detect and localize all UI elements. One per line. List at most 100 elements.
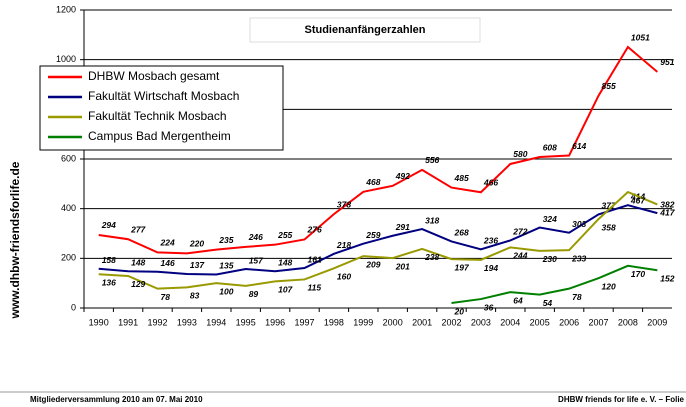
data-label: 230	[542, 254, 557, 264]
x-tick-label: 2003	[471, 317, 491, 327]
y-tick-label: 200	[61, 253, 76, 263]
data-label: 218	[336, 240, 351, 250]
x-tick-label: 2008	[618, 317, 638, 327]
data-label: 485	[454, 173, 469, 183]
x-tick-label: 1992	[147, 317, 167, 327]
data-label: 36	[484, 302, 494, 312]
x-tick-label: 2002	[441, 317, 461, 327]
data-label: 136	[102, 277, 116, 287]
y-tick-label: 400	[61, 203, 76, 213]
data-label: 268	[454, 228, 469, 238]
x-tick-label: 1995	[236, 317, 256, 327]
data-label: 107	[278, 285, 293, 295]
data-label: 220	[189, 239, 204, 249]
data-label: 120	[602, 281, 616, 291]
data-label: 83	[190, 291, 200, 301]
y-tick-label: 1200	[56, 4, 76, 14]
x-tick-label: 2009	[647, 317, 667, 327]
legend-label: Fakultät Technik Mosbach	[88, 109, 227, 123]
data-label: 244	[512, 251, 527, 261]
data-label: 161	[308, 254, 322, 264]
data-label: 64	[513, 295, 523, 305]
data-label: 492	[395, 171, 410, 181]
data-label: 272	[512, 227, 527, 237]
data-label: 580	[513, 149, 527, 159]
data-label: 417	[659, 208, 675, 218]
data-label: 358	[602, 222, 616, 232]
data-label: 382	[660, 199, 674, 209]
series-line	[451, 264, 658, 305]
data-label: 291	[395, 222, 410, 232]
data-label: 236	[483, 236, 498, 246]
data-label: 468	[365, 177, 380, 187]
data-label: 318	[425, 215, 439, 225]
data-label: 197	[455, 262, 470, 272]
data-label: 158	[102, 255, 116, 265]
data-label: 20	[454, 306, 465, 316]
data-label: 608	[543, 142, 557, 152]
x-tick-label: 1998	[324, 317, 344, 327]
data-label: 152	[660, 274, 674, 284]
x-tick-label: 2004	[500, 317, 520, 327]
data-label: 614	[572, 141, 586, 151]
data-label: 1051	[631, 32, 650, 42]
data-label: 233	[571, 253, 586, 263]
footer-right: DHBW friends for life e. V. – Folie	[558, 395, 685, 404]
x-tick-label: 1994	[206, 317, 226, 327]
data-label: 201	[395, 261, 410, 271]
chart-title: Studienanfängerzahlen	[304, 24, 425, 36]
data-label: 377	[602, 201, 617, 211]
legend-label: Campus Bad Mergentheim	[88, 129, 231, 143]
data-label: 146	[161, 258, 175, 268]
y-tick-label: 600	[61, 153, 76, 163]
data-label: 246	[248, 232, 263, 242]
data-label: 855	[602, 81, 616, 91]
data-label: 951	[660, 57, 674, 67]
x-tick-label: 2007	[588, 317, 608, 327]
data-label: 466	[483, 178, 498, 188]
x-tick-label: 1990	[89, 317, 109, 327]
data-label: 378	[337, 199, 351, 209]
data-label: 129	[131, 279, 145, 289]
data-label: 78	[572, 292, 582, 302]
data-label: 324	[543, 214, 557, 224]
data-label: 276	[307, 225, 322, 235]
data-label: 238	[424, 252, 439, 262]
legend-label: Fakultät Wirtschaft Mosbach	[88, 89, 239, 103]
data-label: 255	[277, 230, 292, 240]
data-label: 157	[249, 255, 264, 265]
x-tick-label: 1996	[265, 317, 285, 327]
data-label: 89	[249, 289, 259, 299]
side-text: www.dhbw-friendsforlife.de	[8, 161, 22, 319]
data-label: 160	[337, 272, 351, 282]
data-label: 135	[219, 261, 233, 271]
data-label: 78	[161, 292, 171, 302]
x-tick-label: 1993	[177, 317, 197, 327]
series-line	[98, 204, 658, 276]
x-tick-label: 2000	[383, 317, 403, 327]
y-tick-label: 0	[71, 302, 76, 312]
data-label: 209	[365, 259, 380, 269]
x-tick-label: 1997	[294, 317, 314, 327]
data-label: 277	[130, 224, 146, 234]
data-label: 148	[131, 257, 145, 267]
series-line	[98, 45, 658, 255]
data-label: 259	[365, 230, 380, 240]
y-tick-label: 1000	[56, 54, 76, 64]
data-label: 556	[425, 155, 439, 165]
data-label: 148	[278, 257, 292, 267]
legend-label: DHBW Mosbach gesamt	[88, 69, 220, 83]
data-label: 137	[190, 260, 205, 270]
data-label: 115	[308, 283, 322, 293]
data-label: 294	[101, 220, 116, 230]
data-label: 224	[160, 238, 175, 248]
data-label: 303	[572, 219, 586, 229]
data-label: 54	[543, 298, 553, 308]
series-line	[98, 190, 658, 290]
data-label: 170	[631, 269, 645, 279]
x-tick-label: 1991	[118, 317, 138, 327]
title-box	[249, 17, 481, 43]
data-label: 100	[219, 286, 233, 296]
data-label: 235	[218, 235, 233, 245]
